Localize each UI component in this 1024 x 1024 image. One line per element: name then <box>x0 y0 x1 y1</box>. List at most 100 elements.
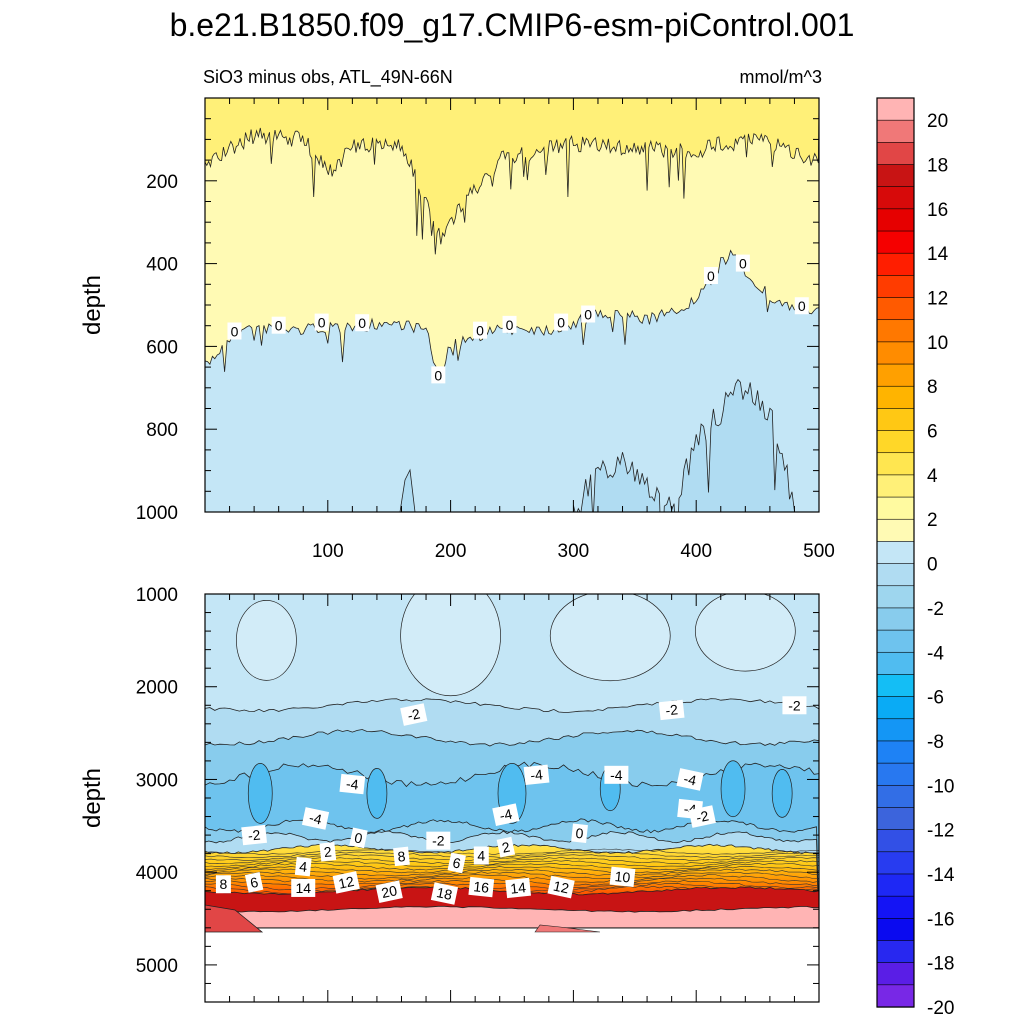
lower-contour-label: -4 <box>301 807 330 830</box>
svg-text:0: 0 <box>557 315 565 331</box>
colorbar-label: 4 <box>927 466 938 487</box>
upper-y-tick-label: 200 <box>146 172 178 193</box>
colorbar-swatch <box>876 829 915 853</box>
svg-text:0: 0 <box>275 318 283 334</box>
svg-text:-2: -2 <box>432 833 445 849</box>
colorbar-label: -18 <box>927 954 954 975</box>
svg-text:-2: -2 <box>665 701 679 718</box>
colorbar-swatch <box>876 984 915 1008</box>
svg-text:2: 2 <box>500 838 511 855</box>
colorbar-label: -20 <box>927 998 954 1019</box>
upper-deep-minus2-region <box>573 378 795 512</box>
colorbar-swatch <box>876 585 915 609</box>
colorbar-label: -6 <box>927 688 944 709</box>
upper-contour-label: 0 <box>703 267 718 285</box>
lower-contour-label: 4 <box>473 846 489 865</box>
lower-contour-label: -2 <box>400 703 428 726</box>
svg-text:-4: -4 <box>530 766 544 783</box>
colorbar-label: 14 <box>927 244 949 265</box>
colorbar-swatch <box>876 696 915 720</box>
colorbar-label: -12 <box>927 821 954 842</box>
lower-contour-label: -2 <box>658 699 685 721</box>
lower-contour-label: 20 <box>375 880 403 903</box>
svg-text:10: 10 <box>614 868 631 886</box>
colorbar-swatch <box>876 563 915 587</box>
colorbar-label: 18 <box>927 156 948 177</box>
svg-text:2: 2 <box>323 843 333 860</box>
lower-eddy <box>236 600 297 681</box>
colorbar-swatch <box>876 962 915 986</box>
lower-contour-label: -4 <box>676 768 704 791</box>
colorbar-swatch <box>876 164 915 188</box>
svg-text:0: 0 <box>739 256 747 272</box>
colorbar-swatch <box>876 873 915 897</box>
svg-text:8: 8 <box>397 848 407 865</box>
svg-text:-2: -2 <box>695 807 711 825</box>
upper-contour-label: 0 <box>502 315 517 333</box>
svg-text:0: 0 <box>575 825 585 842</box>
colorbar-swatch <box>876 341 915 365</box>
lower-eddy <box>720 760 746 818</box>
lower-eddy <box>247 763 273 824</box>
colorbar-swatch <box>876 208 915 232</box>
svg-text:6: 6 <box>451 854 462 871</box>
lower-eddies <box>236 594 796 824</box>
svg-text:-2: -2 <box>788 697 801 713</box>
lower-contour-label: -4 <box>604 765 629 784</box>
upper-contour-label: 0 <box>735 254 750 272</box>
upper-contour-label: 0 <box>473 321 488 339</box>
colorbar-swatch <box>876 518 915 543</box>
upper-units: mmol/m^3 <box>740 67 822 87</box>
upper-contour-label: 0 <box>554 313 569 331</box>
upper-x-tick-label: 400 <box>680 541 712 562</box>
colorbar-swatch <box>876 541 915 565</box>
svg-text:4: 4 <box>299 858 309 875</box>
upper-ylabel: depth <box>79 275 106 335</box>
lower-pink-band <box>205 905 819 929</box>
lower-contour-line <box>205 854 819 862</box>
lower-ylabel: depth <box>79 768 106 828</box>
upper-contour-label: 0 <box>271 316 286 334</box>
lower-contour-label: 2 <box>319 842 337 862</box>
upper-y-tick-label: 800 <box>146 420 178 441</box>
svg-text:0: 0 <box>707 268 715 284</box>
lower-eddy <box>549 594 671 682</box>
colorbar-swatch <box>876 119 915 143</box>
lower-contour-label: 6 <box>447 852 466 874</box>
lower-y-tick-label: 1000 <box>136 585 178 606</box>
lower-contour-label: -4 <box>339 773 366 795</box>
lower-contour-label: 0 <box>571 823 588 843</box>
lower-y-tick-label: 4000 <box>136 863 178 884</box>
colorbar-swatch <box>876 275 915 299</box>
svg-text:4: 4 <box>477 847 485 863</box>
colorbar-label: 8 <box>927 377 938 398</box>
lower-contour-label: 16 <box>468 876 495 898</box>
upper-surface-layer <box>205 98 819 255</box>
upper-x-tick-label: 200 <box>435 541 467 562</box>
colorbar-swatch <box>876 474 915 498</box>
colorbar-swatch <box>876 629 915 653</box>
lower-contour-label: 8 <box>215 875 231 894</box>
svg-text:0: 0 <box>353 829 364 846</box>
svg-text:8: 8 <box>220 876 228 892</box>
lower-red-corner <box>205 904 264 933</box>
colorbar-label: -14 <box>927 865 955 886</box>
lower-y-tick-label: 5000 <box>136 956 178 977</box>
colorbar-label: -10 <box>927 776 954 797</box>
svg-text:-4: -4 <box>498 806 514 824</box>
lower-contour-label: -2 <box>782 696 807 715</box>
lower-contour-line <box>205 851 819 858</box>
upper-contour-label: 0 <box>314 313 329 331</box>
colorbar-label: -8 <box>927 732 944 753</box>
lower-y-tick-label: 2000 <box>136 678 178 699</box>
lower-contour-label: 14 <box>505 877 532 899</box>
lower-pink-patch <box>534 924 601 933</box>
colorbar-swatch <box>876 363 915 387</box>
upper-contour-label: 0 <box>794 297 809 315</box>
svg-text:-4: -4 <box>682 770 698 788</box>
colorbar-swatch <box>876 895 915 919</box>
upper-x-tick-label: 100 <box>312 541 344 562</box>
